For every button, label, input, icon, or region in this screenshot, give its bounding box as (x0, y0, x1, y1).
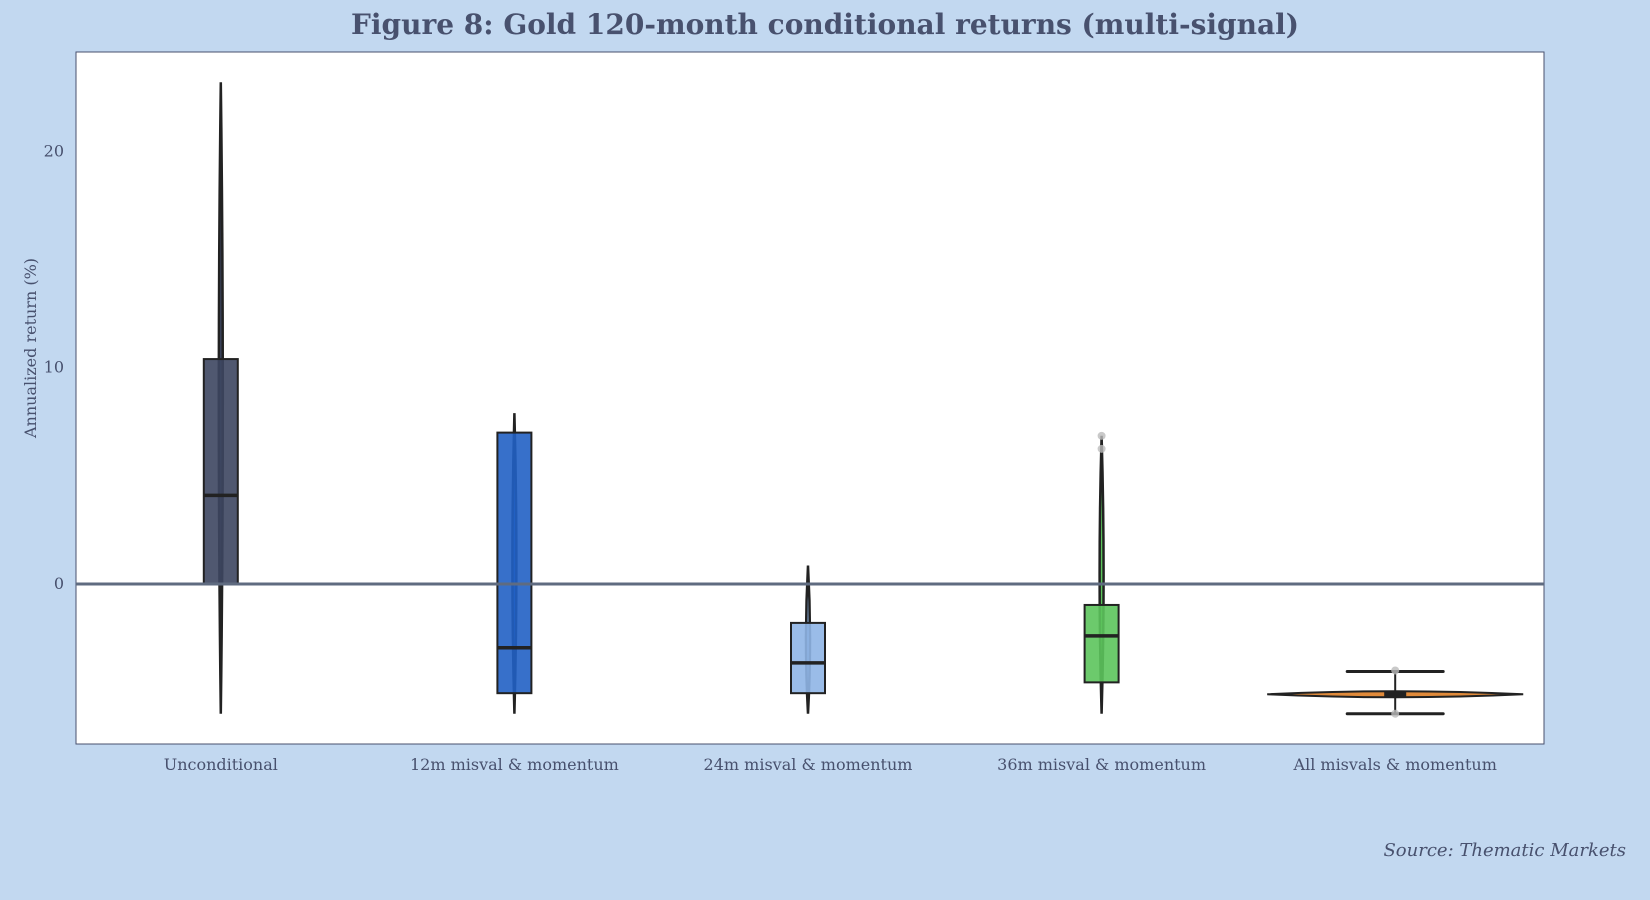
x-tick-label: All misvals & momentum (1293, 755, 1497, 774)
x-tick-label: 12m misval & momentum (410, 755, 619, 774)
source-note: Source: Thematic Markets (1383, 840, 1626, 861)
x-tick-label: 36m misval & momentum (997, 755, 1206, 774)
y-tick-label: 10 (44, 358, 64, 377)
outlier-point (1391, 666, 1400, 675)
chart-title: Figure 8: Gold 120-month conditional ret… (351, 8, 1299, 41)
box (202, 358, 239, 585)
box (790, 621, 826, 695)
y-tick-label: 0 (54, 574, 64, 593)
outlier-point (1097, 444, 1106, 453)
x-tick-label: 24m misval & momentum (704, 755, 913, 774)
y-tick-label: 20 (44, 141, 64, 160)
outlier-point (1097, 431, 1106, 440)
outlier-point (1391, 709, 1400, 718)
box (496, 431, 533, 695)
y-axis-label: Annualized return (%) (21, 258, 40, 439)
box (1083, 603, 1120, 684)
x-tick-label: Unconditional (164, 755, 278, 774)
